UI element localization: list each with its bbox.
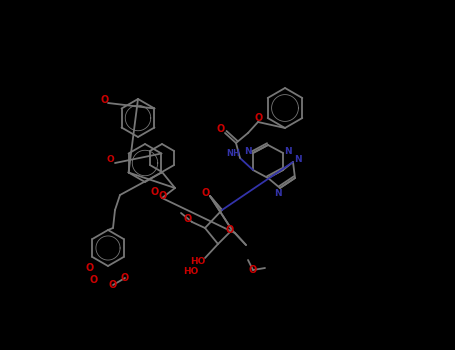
Text: O: O — [184, 214, 192, 224]
Text: N: N — [244, 147, 252, 156]
Text: O: O — [151, 187, 159, 197]
Text: N: N — [294, 155, 302, 164]
Text: O: O — [255, 113, 263, 123]
Text: O: O — [249, 265, 257, 275]
Text: O: O — [90, 275, 98, 285]
Text: O: O — [106, 155, 114, 164]
Text: O: O — [86, 263, 94, 273]
Text: O: O — [101, 95, 109, 105]
Text: O: O — [159, 191, 167, 201]
Text: O: O — [202, 188, 210, 198]
Text: N: N — [284, 147, 292, 156]
Text: NH: NH — [226, 149, 240, 159]
Text: O: O — [121, 273, 129, 283]
Text: HO: HO — [183, 267, 199, 276]
Text: O: O — [226, 225, 234, 235]
Text: O: O — [217, 124, 225, 134]
Text: O: O — [109, 280, 117, 290]
Text: N: N — [274, 189, 282, 197]
Text: HO: HO — [190, 258, 206, 266]
